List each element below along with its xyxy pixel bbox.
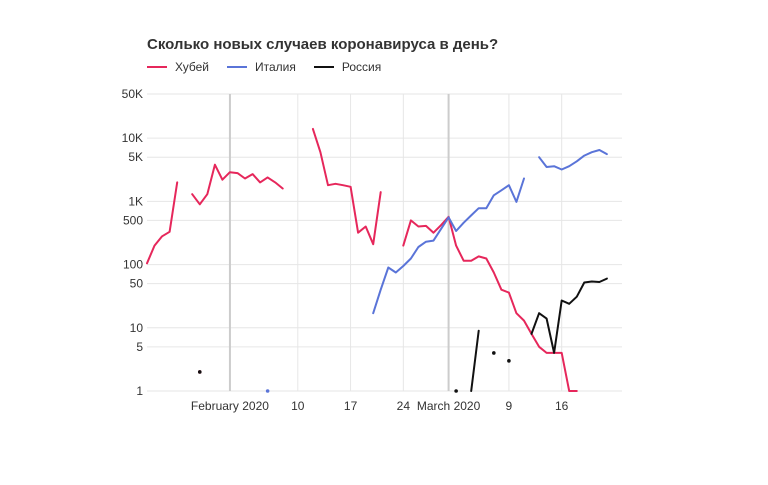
series-2-line-segment-0 (470, 329, 480, 392)
legend-label-hubei: Хубей (175, 60, 209, 74)
x-tick-label-february-2020: February 2020 (191, 399, 269, 413)
series-0-line-segment-2 (311, 127, 382, 246)
y-tick-label-1k: 1K (128, 194, 143, 208)
y-tick-label-5: 5 (136, 340, 143, 354)
y-tick-label-1: 1 (136, 384, 143, 398)
x-tick-label-march-2020: March 2020 (417, 399, 481, 413)
legend-item-hubei[interactable]: Хубей (147, 60, 209, 74)
y-tick-label-50: 50 (130, 277, 144, 291)
y-tick-label-50k: 50K (122, 87, 143, 101)
series-2-point-0 (197, 370, 202, 374)
series-2-point-3 (507, 359, 511, 363)
x-tick-label-16: 16 (555, 399, 569, 413)
x-tick-label-24: 24 (397, 399, 411, 413)
y-tick-label-5k: 5K (128, 150, 143, 164)
y-tick-label-100: 100 (123, 258, 143, 272)
series-1-line-segment-0 (372, 177, 525, 315)
legend-label-italy: Италия (255, 60, 296, 74)
x-tick-label-10: 10 (291, 399, 305, 413)
axes: 50K 10K 5K 1K 500 100 50 10 5 1 February 2020 10 17 2… (122, 87, 569, 413)
y-tick-label-500: 500 (123, 213, 143, 227)
series-0-line-segment-3 (402, 215, 578, 392)
chart-title: Сколько новых случаев коронавируса в ден… (147, 36, 499, 53)
x-tick-label-9: 9 (506, 399, 513, 413)
series-1-point-0 (265, 389, 270, 393)
legend-swatch-italy (227, 66, 247, 68)
series-2-point-2 (492, 351, 496, 355)
series-1-line-segment-1 (538, 149, 608, 171)
y-tick-label-10k: 10K (122, 131, 143, 145)
legend-item-italy[interactable]: Италия (227, 60, 296, 74)
y-tick-label-10: 10 (130, 321, 144, 335)
legend-label-russia: Россия (341, 60, 382, 74)
series-0-line-segment-0 (146, 181, 179, 265)
legend: Хубей Италия Россия (147, 60, 381, 74)
series-0-line-segment-1 (191, 163, 284, 206)
legend-item-russia[interactable]: Россия (313, 60, 382, 74)
x-tick-label-17: 17 (344, 399, 358, 413)
grid (147, 93, 622, 392)
series-2-point-1 (454, 389, 458, 393)
legend-swatch-russia (313, 66, 334, 68)
legend-swatch-hubei (147, 66, 167, 68)
series (146, 127, 608, 393)
series-2-line-segment-1 (530, 277, 608, 354)
